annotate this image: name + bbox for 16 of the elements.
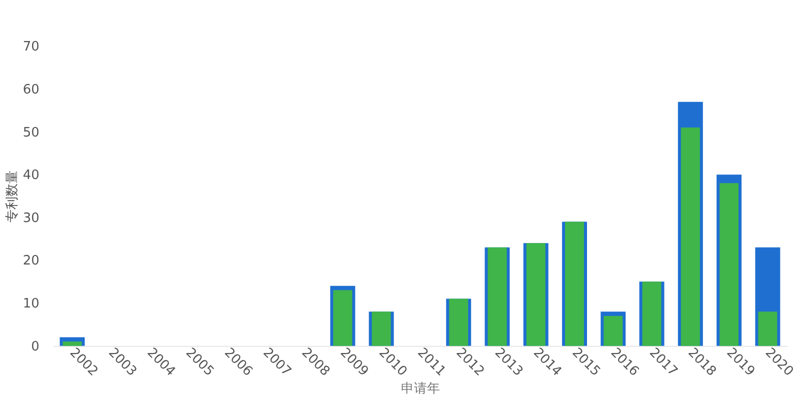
y-tick-label: 60: [22, 82, 40, 98]
y-tick-label: 70: [22, 40, 40, 55]
bar: [758, 312, 778, 346]
bar: [62, 342, 82, 346]
y-tick-label: 40: [22, 168, 40, 184]
y-tick-label: 30: [22, 210, 40, 226]
bar: [604, 316, 623, 346]
y-axis-title: 专利数量: [4, 170, 20, 223]
bar: [720, 183, 739, 346]
y-tick-label: 20: [22, 254, 40, 269]
y-tick-label: 10: [22, 296, 40, 312]
bar: [680, 128, 700, 346]
x-axis-title: 申请年: [400, 382, 440, 397]
bar: [333, 290, 352, 346]
y-tick-label: 0: [31, 339, 40, 354]
y-tick-label: 50: [22, 125, 40, 140]
